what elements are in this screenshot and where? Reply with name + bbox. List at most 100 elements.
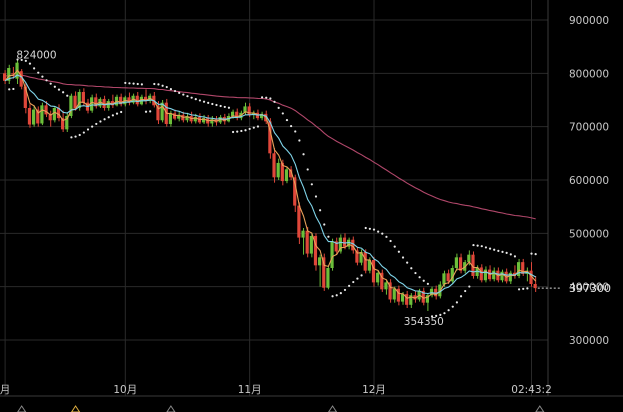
sar-dot [294, 130, 297, 133]
sar-dot [497, 249, 500, 252]
sar-dot [306, 168, 309, 171]
candle-body [276, 162, 280, 178]
candle-body [467, 254, 471, 263]
candle-body [421, 290, 425, 303]
chart-grid [0, 0, 623, 397]
candle-body [454, 257, 459, 268]
candle-body [521, 262, 525, 274]
candle-body [56, 108, 61, 119]
candle-body [259, 113, 264, 119]
sar-dot [360, 274, 363, 277]
sar-dot [198, 99, 202, 102]
sar-dot [219, 104, 222, 108]
sar-dot [484, 246, 488, 249]
sar-dot [70, 136, 73, 139]
candle-body [280, 162, 284, 182]
sar-dot [165, 85, 168, 89]
sar-dot [339, 292, 342, 295]
candle-body [318, 257, 322, 266]
sar-dot [111, 114, 114, 117]
sar-dot [377, 230, 380, 233]
candle-body [330, 241, 334, 268]
sar-dot [430, 315, 434, 318]
sar-dot [397, 250, 400, 253]
candle-body [305, 230, 309, 254]
bottom-marker-icon [327, 405, 338, 412]
sar-dot [476, 244, 479, 247]
sar-dot [335, 294, 338, 297]
candle-body [268, 121, 272, 154]
sar-dot [236, 130, 239, 133]
candle-body [135, 95, 139, 105]
sar-dot [439, 313, 442, 316]
sar-dot [45, 79, 48, 82]
candle-body [235, 111, 239, 119]
candle-body [69, 95, 73, 116]
sar-dot [248, 127, 251, 131]
sar-dot [227, 106, 231, 109]
candle-body [23, 86, 27, 108]
candle-body [396, 288, 400, 302]
bottom-marker-icon [70, 405, 81, 412]
candle-body [119, 96, 123, 105]
sar-dot [140, 83, 143, 86]
candle-body [210, 119, 214, 124]
candle-body [77, 92, 81, 108]
candle-body [322, 257, 326, 288]
candle-body [3, 73, 7, 81]
sar-dot [310, 183, 313, 186]
sar-dot [348, 284, 351, 287]
sar-dot [173, 89, 177, 93]
ma-fast-line [4, 69, 537, 299]
sar-dot [298, 139, 301, 142]
candle-body [297, 205, 301, 238]
candle-body [384, 282, 388, 290]
y-tick-label: 900000 [569, 15, 609, 27]
sar-dot [414, 271, 417, 275]
candle-body [90, 97, 94, 111]
sar-dot [480, 245, 483, 248]
sar-dot [91, 125, 94, 128]
sar-dot [260, 96, 264, 99]
sar-dot [86, 128, 90, 131]
y-tick-label: 500000 [569, 228, 609, 240]
sar-dot [49, 82, 52, 85]
sar-dots [8, 58, 537, 318]
sar-dot [240, 129, 243, 133]
candle-body [479, 267, 483, 281]
sar-dot [95, 122, 98, 126]
candle-body [425, 295, 429, 303]
sar-dot [331, 295, 334, 298]
sar-dot [128, 82, 131, 85]
candle-body [284, 169, 289, 182]
sar-dot [144, 110, 148, 113]
candle-body [376, 272, 380, 283]
sar-dot [356, 277, 359, 280]
candle-body [143, 96, 148, 102]
sar-dot [426, 282, 429, 285]
y-tick-label: 600000 [569, 175, 609, 187]
sar-dot [447, 309, 450, 312]
candle-body [168, 113, 172, 124]
sar-dot [149, 110, 152, 113]
sar-dot [526, 287, 529, 290]
sar-dot [522, 287, 525, 290]
y-tick-label: 800000 [569, 68, 609, 80]
candle-body [380, 272, 384, 290]
candle-body [65, 116, 69, 130]
candle-body [359, 252, 363, 263]
sar-dot [273, 100, 276, 103]
high-label: 824000 [16, 50, 56, 62]
low-label: 354350 [404, 316, 444, 328]
candle-body [458, 257, 463, 271]
candle-body [110, 101, 114, 106]
sar-dot [493, 248, 496, 251]
sar-dot [223, 105, 226, 109]
sar-dot [33, 67, 36, 70]
sar-dot [393, 245, 396, 248]
candle-body [230, 111, 235, 116]
sar-dot [136, 82, 139, 86]
sar-dot [459, 295, 463, 298]
sar-dot [530, 252, 533, 255]
